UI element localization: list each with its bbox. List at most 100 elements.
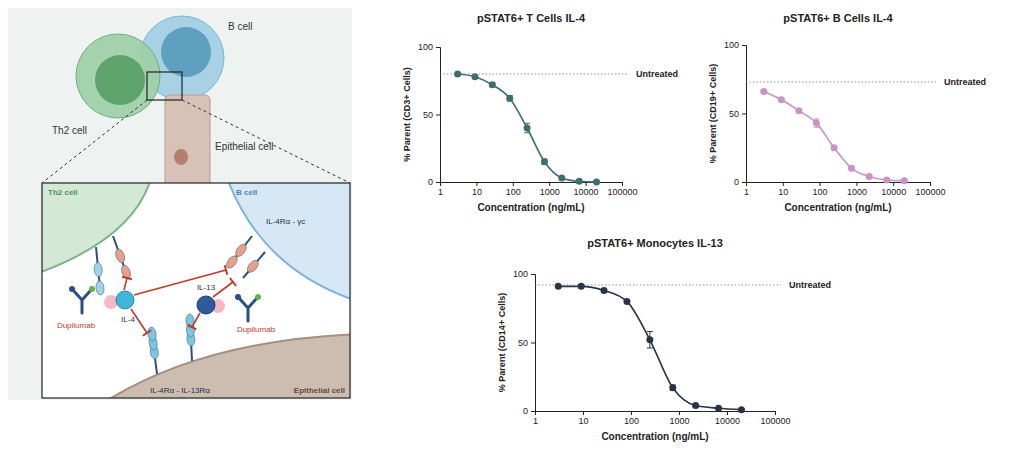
figure: Th2 cellB cellEpithelial cellTh2 cellB c… [0,0,1026,461]
tick-label: 1000 [540,187,560,197]
receptor-domain [95,281,104,296]
x-axis-title: Concentration (ng/mL) [477,202,584,213]
inhibition-bar [225,265,228,275]
data-point [715,405,722,412]
data-point [795,107,802,114]
receptor-domain [225,254,240,270]
b-membrane [226,183,350,302]
reference-line [535,284,781,285]
tick-mark [476,182,477,186]
reference-label: Untreated [944,77,986,87]
inhibition-line [213,282,233,297]
tick-mark [531,411,535,412]
plot-marks [760,88,907,184]
x-tick: 10 [778,182,788,197]
error-bar [647,332,653,348]
tick-mark [783,182,784,186]
plot-marks [555,283,745,413]
tick-label: 50 [729,109,739,119]
tick-label: 100 [418,42,433,52]
epithelial-membrane [100,334,350,398]
x-tick: 10 [578,411,588,426]
inset-label: Epithelial cell [294,386,345,395]
x-tick: 10000 [881,182,906,197]
inset-label: IL-4Rα - IL-13Rα [150,386,210,395]
axis-line [742,46,747,183]
data-point [555,283,562,290]
reference-line [746,81,936,82]
tick-mark [531,343,535,344]
tick-label: 100000 [915,187,945,197]
antibody [239,298,257,321]
y-tick: 50 [423,110,440,120]
tick-label: 100 [506,187,521,197]
reference-label: Untreated [789,280,831,290]
data-point [593,179,600,186]
reference-label: Untreated [636,69,678,79]
x-tick: 100 [624,411,639,426]
x-tick: 1000 [540,182,560,197]
data-point [506,95,513,102]
tick-mark [549,182,550,186]
data-point [866,173,873,180]
x-axis: 110100100010000100000 [533,411,791,426]
tick-mark [775,411,776,415]
y-tick: 100 [724,40,746,50]
tick-mark [531,274,535,275]
receptor-domain [120,264,132,280]
zoom-box [147,72,182,100]
inset-label: B cell [236,188,257,197]
zoom-line [42,100,147,183]
data-point [778,96,785,103]
receptor-domain [245,258,260,274]
data-point [760,88,767,95]
x-tick: 100000 [607,182,637,197]
y-tick: 100 [418,42,440,52]
tick-label: 0 [428,177,433,187]
il4-molecule [116,291,134,309]
data-point [646,336,653,343]
y-axis-title: % Parent (CD3+ Cells) [402,67,412,161]
tick-label: 10000 [881,187,906,197]
inset: Th2 cellB cellEpithelial cellIL-4Rα - γc… [30,175,360,405]
inset-label: IL-13 [197,283,216,292]
b-cell-nucleus [161,27,211,77]
tick-mark [742,45,746,46]
chart-title: pSTAT6+ B Cells IL-4 [783,12,893,24]
x-tick: 10000 [715,411,740,426]
tick-label: 10 [778,187,788,197]
x-tick: 100000 [760,411,790,426]
y-axis: 0 50 100 [418,42,441,187]
inset-frame [42,183,350,398]
chart-panel: 110100100010000100000050100pSTAT6+ T Cel… [402,12,678,213]
x-tick: 1 [744,182,749,197]
data-point [692,402,699,409]
x-axis-title: Concentration (ng/mL) [601,431,708,442]
tick-label: 10000 [715,416,740,426]
data-point [901,177,908,184]
cell-label: Epithelial cell [215,141,273,152]
data-point [524,125,531,132]
tick-label: 100 [624,416,639,426]
tick-label: 0 [734,177,739,187]
y-tick: 100 [513,269,535,279]
x-axis-title: Concentration (ng/mL) [784,202,891,213]
diagram: Th2 cellB cellEpithelial cellTh2 cellB c… [8,8,360,405]
tick-mark [583,411,584,415]
chart-panel: 110100100010000100000050100pSTAT6+ Monoc… [497,237,831,442]
tick-label: 100 [724,40,739,50]
tick-label: 1 [744,187,749,197]
y-axis-title: % Parent (CD14+ Cells) [497,293,507,392]
tick-mark [436,115,440,116]
data-point [558,174,565,181]
data-point [669,384,676,391]
y-axis: 050100 [513,269,536,416]
tick-mark [856,182,857,186]
data-point [813,120,820,127]
y-tick: 0 [523,406,535,416]
tick-mark [436,47,440,48]
tick-label: 100 [813,187,828,197]
inhibition-line [192,313,200,327]
error-bar [670,385,676,390]
il13-molecule [197,296,215,314]
